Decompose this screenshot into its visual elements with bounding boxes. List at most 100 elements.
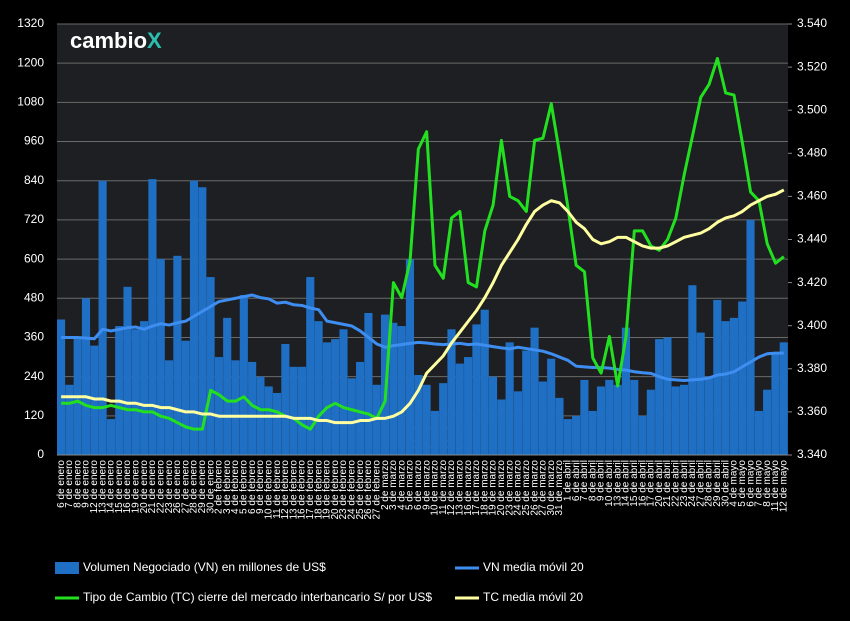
y-tick-label: 360 bbox=[24, 330, 44, 344]
bar bbox=[57, 319, 66, 455]
bar bbox=[115, 326, 124, 455]
bar bbox=[447, 329, 456, 455]
y2-tick-label: 3.380 bbox=[797, 361, 827, 375]
x-tick-label: 2 de febrero bbox=[214, 460, 225, 514]
x-tick-label: 23 de abril bbox=[679, 460, 690, 507]
logo-mark: X bbox=[147, 28, 162, 53]
y2-tick-label: 3.360 bbox=[797, 404, 827, 418]
legend-label: Tipo de Cambio (TC) cierre del mercado i… bbox=[83, 590, 432, 604]
y2-tick-label: 3.420 bbox=[797, 275, 827, 289]
x-tick-label: 29 de enero bbox=[197, 460, 208, 514]
bar bbox=[148, 179, 157, 455]
x-tick-label: 4 de febrero bbox=[230, 460, 241, 514]
x-tick-label: 7 de enero bbox=[64, 460, 75, 508]
bar bbox=[530, 327, 539, 455]
x-tick-label: 5 de febrero bbox=[239, 460, 250, 514]
x-tick-label: 27 de marzo bbox=[538, 460, 549, 516]
y-tick-label: 480 bbox=[24, 290, 44, 304]
y2-tick-label: 3.440 bbox=[797, 232, 827, 246]
bar bbox=[297, 366, 307, 455]
y2-tick-label: 3.500 bbox=[797, 102, 827, 116]
y-tick-label: 120 bbox=[24, 408, 44, 422]
bar bbox=[746, 219, 755, 455]
bar bbox=[248, 361, 257, 455]
x-tick-label: 12 de enero bbox=[89, 460, 100, 514]
x-tick-label: 14 de enero bbox=[106, 460, 117, 514]
x-tick-label: 20 de marzo bbox=[496, 460, 507, 516]
bar bbox=[671, 386, 680, 455]
bar bbox=[356, 361, 365, 455]
bar bbox=[81, 298, 91, 455]
x-tick-label: 27 de abril bbox=[695, 460, 706, 507]
x-tick-label: 31 de marzo bbox=[554, 460, 565, 516]
x-tick-label: 4 de marzo bbox=[396, 460, 407, 510]
x-tick-label: 17 de marzo bbox=[471, 460, 482, 516]
bar bbox=[414, 375, 423, 455]
bar bbox=[646, 389, 655, 455]
x-tick-label: 10 de abril bbox=[604, 460, 615, 507]
y-tick-label: 840 bbox=[24, 173, 44, 187]
bar bbox=[563, 419, 572, 455]
bar bbox=[555, 397, 564, 455]
legend-swatch bbox=[55, 562, 79, 574]
x-tick-label: 19 de marzo bbox=[488, 460, 499, 516]
x-tick-label: 1 de abril bbox=[563, 460, 574, 501]
x-tick-label: 23 de marzo bbox=[504, 460, 515, 516]
bar bbox=[522, 350, 531, 455]
bar bbox=[339, 329, 348, 455]
bar bbox=[198, 187, 207, 455]
bar bbox=[314, 321, 323, 455]
x-tick-label: 12 de marzo bbox=[446, 460, 457, 516]
x-tick-label: 30 de abril bbox=[720, 460, 731, 507]
bar bbox=[605, 379, 614, 455]
bar bbox=[580, 379, 589, 455]
x-tick-label: 25 de febrero bbox=[355, 460, 366, 520]
bar bbox=[704, 376, 714, 455]
bar bbox=[364, 312, 373, 455]
bar bbox=[439, 383, 448, 455]
bar bbox=[239, 295, 248, 455]
bar bbox=[596, 386, 606, 455]
x-tick-label: 4 de mayo bbox=[729, 460, 740, 507]
x-tick-label: 12 de febrero bbox=[280, 460, 291, 520]
x-tick-label: 21 de enero bbox=[147, 460, 158, 514]
x-tick-label: 9 de abril bbox=[596, 460, 607, 501]
x-tick-label: 9 de febrero bbox=[255, 460, 266, 514]
x-tick-label: 19 de febrero bbox=[322, 460, 333, 520]
y2-tick-label: 3.460 bbox=[797, 189, 827, 203]
bar bbox=[281, 343, 290, 455]
x-tick-label: 16 de febrero bbox=[297, 460, 308, 520]
x-tick-label: 13 de enero bbox=[97, 460, 108, 514]
x-tick-label: 11 de marzo bbox=[438, 460, 449, 515]
x-tick-label: 14 de abril bbox=[621, 460, 632, 507]
y-tick-label: 1080 bbox=[17, 95, 44, 109]
x-tick-label: 28 de abril bbox=[704, 460, 715, 507]
x-tick-label: 26 de enero bbox=[172, 460, 183, 514]
x-tick-label: 17 de febrero bbox=[305, 460, 316, 520]
x-tick-label: 5 de marzo bbox=[405, 460, 416, 510]
x-tick-label: 15 de enero bbox=[114, 460, 125, 514]
x-tick-label: 22 de enero bbox=[155, 460, 166, 514]
x-tick-label: 5 de mayo bbox=[737, 460, 748, 507]
x-tick-label: 7 de abril bbox=[579, 460, 590, 501]
bar bbox=[771, 353, 780, 455]
bar bbox=[173, 255, 182, 455]
x-tick-label: 20 de abril bbox=[654, 460, 665, 507]
x-tick-label: 9 de enero bbox=[81, 460, 92, 508]
bar bbox=[547, 358, 556, 455]
x-tick-label: 6 de marzo bbox=[413, 460, 424, 510]
bar bbox=[322, 342, 331, 455]
x-tick-label: 3 de febrero bbox=[222, 460, 233, 514]
x-tick-label: 26 de febrero bbox=[363, 460, 374, 520]
bar bbox=[106, 419, 115, 455]
y-tick-label: 1320 bbox=[17, 16, 44, 30]
bar bbox=[696, 332, 705, 455]
bar bbox=[397, 326, 406, 455]
x-tick-label: 24 de febrero bbox=[347, 460, 358, 520]
x-tick-label: 11 de febrero bbox=[272, 460, 283, 519]
x-tick-label: 28 de enero bbox=[189, 460, 200, 514]
x-tick-label: 6 de febrero bbox=[247, 460, 258, 514]
x-tick-label: 9 de marzo bbox=[421, 460, 432, 510]
